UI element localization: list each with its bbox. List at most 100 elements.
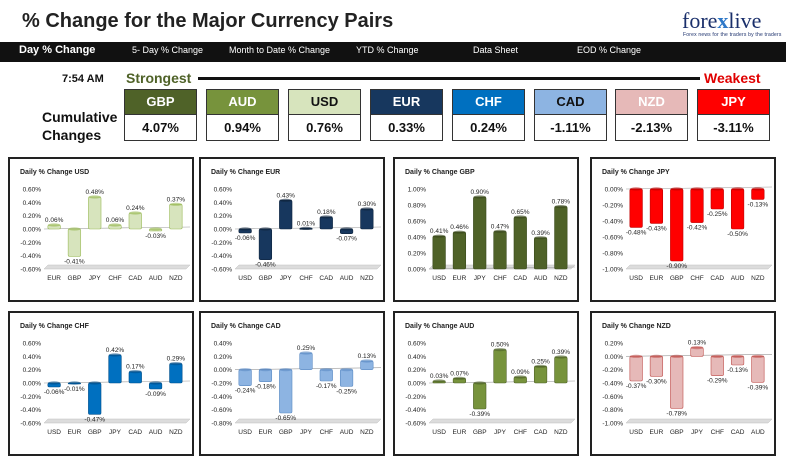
x-tick-label: USD [238,429,252,436]
y-tick-label: 0.40% [214,200,233,207]
strongest-label: Strongest [126,70,192,86]
bar-jpy [279,200,293,230]
y-tick-label: -0.40% [211,394,232,401]
bar-cap [319,215,333,219]
y-tick-label: 0.20% [605,341,624,348]
bar-nzd [169,363,183,384]
bar-eur [452,231,467,270]
data-label: -0.07% [336,236,357,243]
data-label: 0.30% [358,201,377,208]
chart-floor [43,264,191,270]
x-tick-label: CHF [299,275,312,282]
x-tick-label: AUD [751,429,765,436]
data-label: -0.01% [64,386,85,393]
x-tick-label: CAD [534,429,548,436]
y-tick-label: -0.60% [602,235,623,242]
x-tick-label: JPY [691,429,704,436]
y-tick-label: -0.20% [20,394,41,401]
x-tick-label: GBP [88,429,102,436]
y-tick-label: -0.40% [20,253,41,260]
bar-cap [68,381,81,385]
bar-cap [279,368,293,372]
nav-month-to-date[interactable]: Month to Date % Change [229,45,331,55]
bar-cad [319,216,333,230]
bar-gbp [67,228,82,257]
y-tick-label: -1.00% [602,421,623,428]
nav-day-change[interactable]: Day % Change [19,44,96,56]
data-label: -0.09% [145,391,166,398]
x-tick-label: JPY [280,275,293,282]
bar-cap [629,354,643,358]
y-tick-label: 0.60% [408,341,427,348]
bar-cap [68,227,81,231]
nav-5day-change[interactable]: 5- Day % Change [132,45,204,55]
bar-chf [710,356,724,376]
y-tick-label: 0.00% [23,381,42,388]
data-label: 0.37% [167,196,186,203]
chart-panel-4: Daily % Change CHF0.60%0.40%0.20%0.00%-0… [8,311,194,456]
bar-cad [513,216,527,270]
forexlive-logo[interactable]: forexlive [682,8,761,34]
y-tick-label: 0.00% [605,354,624,361]
chart-title: Daily % Change USD [20,169,89,176]
x-tick-label: CAD [710,275,724,282]
y-tick-label: 0.20% [23,367,42,374]
chart-panel-5: Daily % Change CAD0.40%0.20%0.00%-0.20%-… [199,311,385,456]
x-tick-label: CAD [128,275,142,282]
chart-floor [428,418,576,424]
currency-header-gbp: GBP [124,89,197,115]
x-tick-label: GBP [473,429,487,436]
bar-gbp [258,228,273,260]
bar-gbp [670,356,684,409]
y-tick-label: 0.80% [408,203,427,210]
cumulative-value-cad: -1.11% [534,114,607,141]
bar-eur [649,356,664,377]
data-label: 0.25% [531,358,550,365]
chart-border [8,157,194,302]
bar-chf [690,188,704,223]
y-tick-label: 0.40% [23,200,42,207]
cumulative-value-jpy: -3.11% [697,114,770,141]
bar-cap [360,207,374,211]
bar-cap [108,223,122,227]
nav-ytd-change[interactable]: YTD % Change [356,45,419,55]
bar-cap [169,202,183,206]
bar-chf [319,369,333,382]
chart-panel-1: Daily % Change EUR0.60%0.40%0.20%0.00%-0… [199,157,385,302]
bar-cap [88,381,102,385]
nav-data-sheet[interactable]: Data Sheet [473,45,519,55]
chart-floor [625,264,773,270]
y-tick-label: 0.00% [408,381,427,388]
data-label: 0.01% [297,220,316,227]
bar-cap [238,227,252,231]
title-bar: % Change for the Major Currency Pairs fo… [0,0,786,42]
data-label: 0.78% [552,199,571,206]
bar-cap [149,381,162,385]
data-label: -0.65% [275,415,296,422]
bar-cap [238,368,252,372]
data-label: 0.25% [297,345,316,352]
bar-cap [629,187,643,191]
x-tick-label: JPY [300,429,313,436]
currency-header-usd: USD [288,89,361,115]
y-tick-label: 0.20% [23,213,42,220]
x-tick-label: CAD [128,429,142,436]
bar-cap [453,230,466,234]
y-tick-label: -1.00% [602,267,623,274]
bar-cap [128,211,142,215]
weakest-label: Weakest [704,70,761,86]
x-tick-label: CHF [493,275,506,282]
y-tick-label: 0.00% [408,267,427,274]
chart-panel-0: Daily % Change USD 0.60% 0.40% 0.20% 0.00% -0… [8,157,194,302]
bar-cap [513,375,527,379]
cumulative-value-nzd: -2.13% [615,114,688,141]
y-tick-label: -0.20% [211,240,232,247]
cumulative-value-usd: 0.76% [288,114,361,141]
y-tick-label: 0.00% [214,367,233,374]
bar-cap [493,348,507,352]
data-label: -0.03% [145,233,166,240]
bar-cap [731,354,744,358]
data-label: 0.09% [511,369,530,376]
nav-eod-change[interactable]: EOD % Change [577,45,642,55]
chart-title: Daily % Change EUR [211,169,280,176]
